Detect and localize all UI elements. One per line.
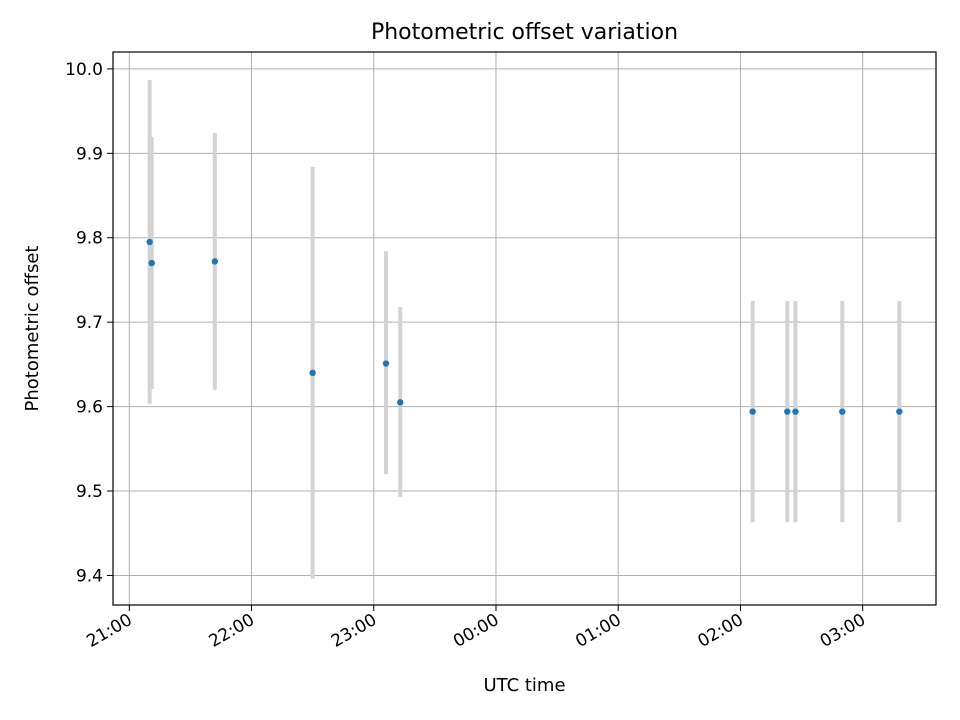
y-tick-label: 10.0 — [65, 60, 103, 80]
data-point — [839, 408, 846, 415]
x-tick-label: 03:00 — [817, 610, 869, 652]
x-axis-ticks: 21:00 22:00 23:00 00:00 01:00 02:00 03:00 — [83, 605, 869, 652]
grid — [113, 52, 936, 605]
data-point — [784, 408, 791, 415]
y-tick-label: 9.9 — [76, 144, 103, 164]
y-tick-label: 9.7 — [76, 313, 103, 333]
y-tick-label: 9.4 — [76, 566, 103, 586]
data-point — [896, 408, 903, 415]
y-tick-label: 9.5 — [76, 482, 103, 502]
y-tick-label: 9.8 — [76, 229, 103, 249]
y-axis-ticks: 9.4 9.5 9.6 9.7 9.8 9.9 10.0 — [65, 60, 113, 586]
data-points — [146, 238, 903, 415]
data-point — [397, 399, 404, 406]
plot-background — [113, 52, 936, 605]
data-point — [146, 238, 153, 246]
data-point — [792, 408, 799, 415]
x-tick-label: 02:00 — [695, 610, 747, 652]
data-point — [382, 360, 390, 367]
x-tick-label: 22:00 — [206, 610, 258, 652]
x-tick-label: 21:00 — [83, 610, 135, 652]
data-point — [148, 259, 155, 267]
x-axis-label: UTC time — [483, 675, 565, 696]
data-point — [309, 369, 316, 377]
y-tick-label: 9.6 — [76, 398, 103, 418]
data-point — [749, 408, 756, 415]
x-tick-label: 23:00 — [328, 610, 380, 652]
x-tick-label: 00:00 — [450, 610, 502, 652]
x-tick-label: 01:00 — [572, 610, 624, 652]
chart-title: Photometric offset variation — [371, 20, 678, 45]
data-point — [211, 258, 219, 265]
y-axis-label: Photometric offset — [22, 246, 43, 412]
plot-frame — [112, 51, 937, 606]
